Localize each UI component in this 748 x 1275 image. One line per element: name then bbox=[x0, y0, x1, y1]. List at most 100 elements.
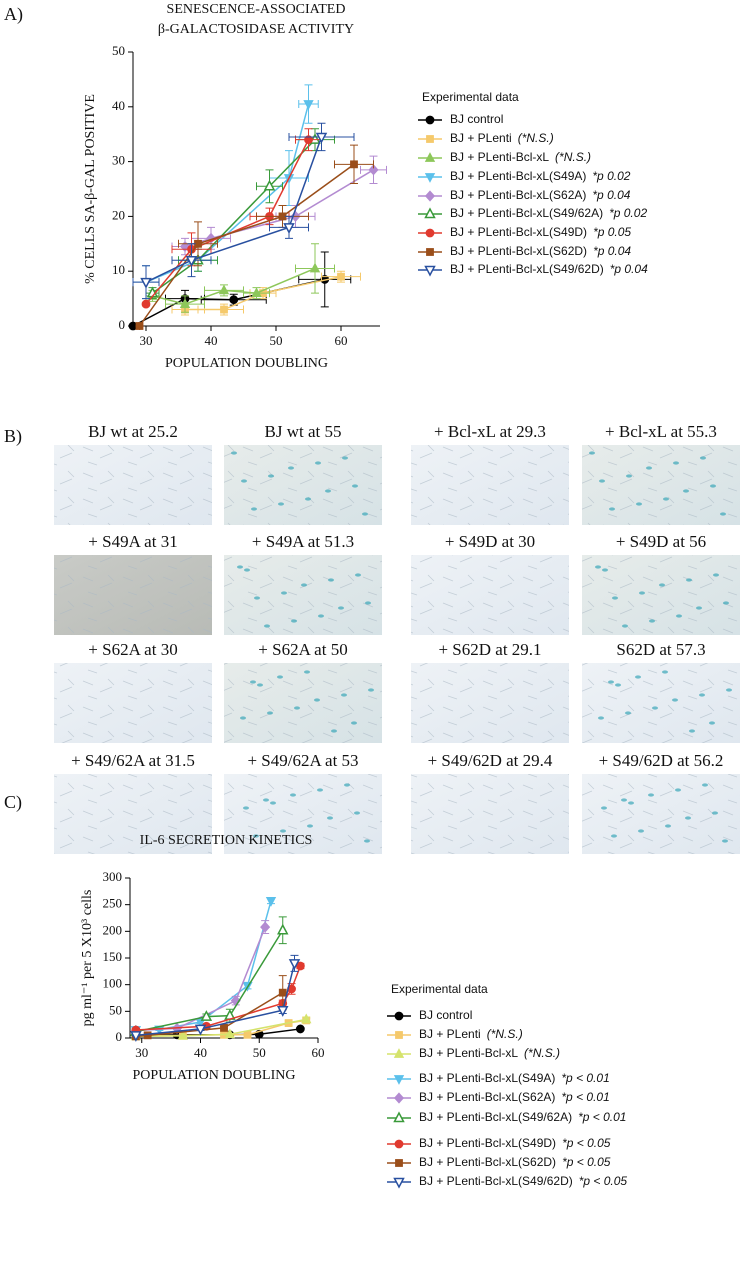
stained-cell bbox=[662, 670, 668, 674]
x-axis-label: POPULATION DOUBLING bbox=[165, 356, 328, 371]
point bbox=[179, 298, 191, 308]
point bbox=[143, 1031, 152, 1040]
stained-cell bbox=[368, 688, 374, 692]
legend-name: BJ + PLenti-Bcl-xL(S49A) bbox=[450, 169, 586, 183]
stained-cell bbox=[710, 484, 716, 488]
legend-entry: BJ + PLenti (*N.S.) bbox=[450, 131, 554, 145]
micrograph-label: + S49/62A at 31.5 bbox=[71, 751, 195, 770]
stained-cell bbox=[699, 693, 705, 697]
stained-cell bbox=[713, 573, 719, 577]
series bbox=[135, 144, 374, 330]
stained-cell bbox=[243, 806, 249, 810]
point bbox=[130, 1031, 142, 1042]
series-line bbox=[184, 169, 374, 248]
legend-note: *p 0.05 bbox=[593, 225, 631, 239]
series-line bbox=[135, 965, 302, 1031]
legend-marker bbox=[424, 190, 436, 202]
legend-name: BJ + PLenti-Bcl-xL(S49D) bbox=[419, 1136, 556, 1150]
legend-name: BJ control bbox=[419, 1008, 472, 1022]
series bbox=[145, 128, 335, 300]
stained-cell bbox=[602, 568, 608, 572]
legend-entry: BJ + PLenti-Bcl-xL(S62A) *p 0.04 bbox=[450, 188, 631, 202]
legend-marker bbox=[426, 248, 434, 256]
stained-cell bbox=[267, 711, 273, 715]
legend-marker bbox=[393, 1092, 405, 1104]
micrograph-texture bbox=[54, 774, 212, 854]
stained-cell bbox=[328, 578, 334, 582]
legend-entry: BJ + PLenti-Bcl-xL(S49D) *p 0.05 bbox=[450, 225, 631, 239]
legend-note: *p < 0.01 bbox=[578, 1110, 626, 1124]
micrograph-texture bbox=[582, 445, 740, 525]
stained-cell bbox=[726, 688, 732, 692]
legend-marker bbox=[424, 152, 436, 162]
stained-cell bbox=[342, 456, 348, 460]
legend-name: BJ + PLenti-Bcl-xL(S62D) bbox=[450, 244, 587, 258]
legend-name: BJ + PLenti bbox=[450, 131, 512, 145]
point bbox=[260, 921, 271, 933]
stained-cell bbox=[686, 578, 692, 582]
point bbox=[218, 284, 230, 295]
legend-name: BJ + PLenti bbox=[419, 1027, 481, 1041]
legend-title: Experimental data bbox=[422, 90, 519, 104]
legend-note: *p < 0.05 bbox=[579, 1174, 628, 1188]
stained-cell bbox=[683, 489, 689, 493]
legend-entry: BJ + PLenti-Bcl-xL(S49A) *p < 0.01 bbox=[419, 1071, 610, 1085]
point bbox=[265, 897, 277, 907]
point bbox=[278, 212, 287, 221]
stained-cell bbox=[253, 834, 259, 838]
micrograph-texture bbox=[224, 663, 382, 743]
stained-cell bbox=[612, 596, 618, 600]
stained-cell bbox=[280, 829, 286, 833]
micrograph-texture bbox=[411, 774, 569, 854]
legend-entry: BJ + PLenti-Bcl-xL(S62D) *p 0.04 bbox=[450, 244, 631, 258]
stained-cell bbox=[327, 816, 333, 820]
point bbox=[283, 223, 295, 234]
stained-cell bbox=[628, 801, 634, 805]
point bbox=[185, 255, 198, 267]
stained-cell bbox=[649, 619, 655, 623]
stained-cell bbox=[351, 721, 357, 725]
micrograph-label: BJ wt at 25.2 bbox=[88, 422, 178, 441]
stained-cell bbox=[689, 729, 695, 733]
y-tick-label: 200 bbox=[103, 922, 123, 937]
legend-entry: BJ + PLenti (*N.S.) bbox=[419, 1027, 523, 1041]
micrograph-texture bbox=[224, 445, 382, 525]
panel-label: C) bbox=[4, 792, 22, 813]
legend-entry: BJ + PLenti-Bcl-xL(S62D) *p < 0.05 bbox=[419, 1155, 611, 1169]
point bbox=[277, 1006, 289, 1017]
stained-cell bbox=[675, 788, 681, 792]
legend-entry: BJ + PLenti-Bcl-xL(S49/62A) *p < 0.01 bbox=[419, 1110, 626, 1124]
legend-name: BJ + PLenti-Bcl-xL(S49D) bbox=[450, 225, 587, 239]
stained-cell bbox=[663, 497, 669, 501]
micrograph-label: + S49/62A at 53 bbox=[247, 751, 358, 770]
point bbox=[243, 1030, 252, 1039]
micrograph-label: + S49A at 31 bbox=[88, 532, 177, 551]
stained-cell bbox=[636, 502, 642, 506]
legend-note: *p 0.04 bbox=[592, 188, 630, 202]
stained-cell bbox=[609, 507, 615, 511]
series bbox=[130, 916, 289, 1036]
legend-marker bbox=[395, 1031, 403, 1039]
legend-marker bbox=[393, 1177, 405, 1189]
stained-cell bbox=[626, 474, 632, 478]
series bbox=[130, 954, 301, 1042]
stained-cell bbox=[672, 698, 678, 702]
stained-cell bbox=[257, 683, 263, 687]
y-axis-label: % CELLS SA-β-GAL POSITIVE bbox=[83, 94, 98, 284]
stained-cell bbox=[304, 670, 310, 674]
stained-cell bbox=[291, 619, 297, 623]
micrograph-label: + S49D at 30 bbox=[445, 532, 535, 551]
y-tick-label: 100 bbox=[103, 976, 123, 991]
stained-cell bbox=[589, 451, 595, 455]
stained-cell bbox=[352, 484, 358, 488]
x-tick-label: 40 bbox=[194, 1045, 207, 1060]
stained-cell bbox=[599, 479, 605, 483]
legend-marker bbox=[425, 228, 435, 238]
stained-cell bbox=[362, 512, 368, 516]
panel-label: B) bbox=[4, 426, 22, 447]
chart: IL-6 SECRETION KINETICS POPULATION DOUBLI… bbox=[80, 833, 628, 1189]
stained-cell bbox=[712, 811, 718, 815]
point bbox=[251, 287, 262, 298]
legend-note: *p 0.02 bbox=[609, 206, 647, 220]
y-tick-label: 0 bbox=[119, 317, 126, 332]
